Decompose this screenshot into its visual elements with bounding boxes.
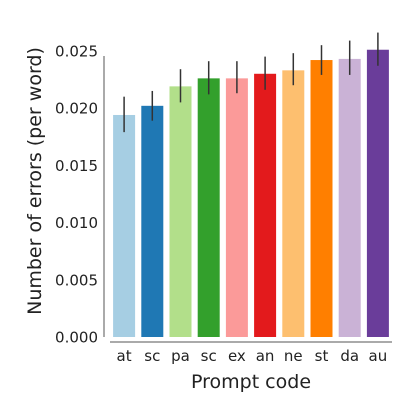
- x-tick-labels: at sc pa sc ex an ne st da au: [117, 347, 388, 365]
- bar-7-st: [310, 60, 333, 337]
- y-tick-label: 0.005: [55, 271, 98, 289]
- bar-8-da: [338, 58, 361, 338]
- x-tick-label: sc: [201, 347, 217, 365]
- y-tick-label: 0.010: [55, 214, 98, 232]
- x-tick-label: ne: [284, 347, 303, 365]
- error-bars-group: [123, 32, 379, 133]
- bar-0-at: [113, 114, 136, 337]
- x-tick-label: st: [315, 347, 329, 365]
- bar-4-ex: [225, 78, 248, 338]
- y-tick-label: 0.025: [55, 42, 98, 60]
- y-axis-title: Number of errors (per word): [24, 47, 46, 315]
- y-tick-label: 0.000: [55, 329, 98, 347]
- bar-5-an: [254, 73, 277, 337]
- x-tick-label: au: [369, 347, 388, 365]
- x-tick-label: ex: [228, 347, 246, 365]
- bar-3-sc: [197, 78, 220, 338]
- x-tick-label: an: [256, 347, 275, 365]
- x-tick-label: sc: [144, 347, 160, 365]
- bar-2-pa: [169, 86, 192, 338]
- bar-1-sc: [141, 105, 164, 337]
- x-tick-label: da: [340, 347, 359, 365]
- x-tick-label: at: [117, 347, 132, 365]
- bars-group: [113, 49, 389, 338]
- y-tick-labels: 0.000 0.005 0.010 0.015 0.020 0.025: [55, 42, 98, 346]
- y-tick-label: 0.020: [55, 100, 98, 118]
- y-tick-label: 0.015: [55, 157, 98, 175]
- x-axis-title: Prompt code: [191, 371, 311, 393]
- bar-6-ne: [282, 70, 305, 337]
- x-tick-label: pa: [171, 347, 190, 365]
- bar-9-au: [366, 49, 389, 338]
